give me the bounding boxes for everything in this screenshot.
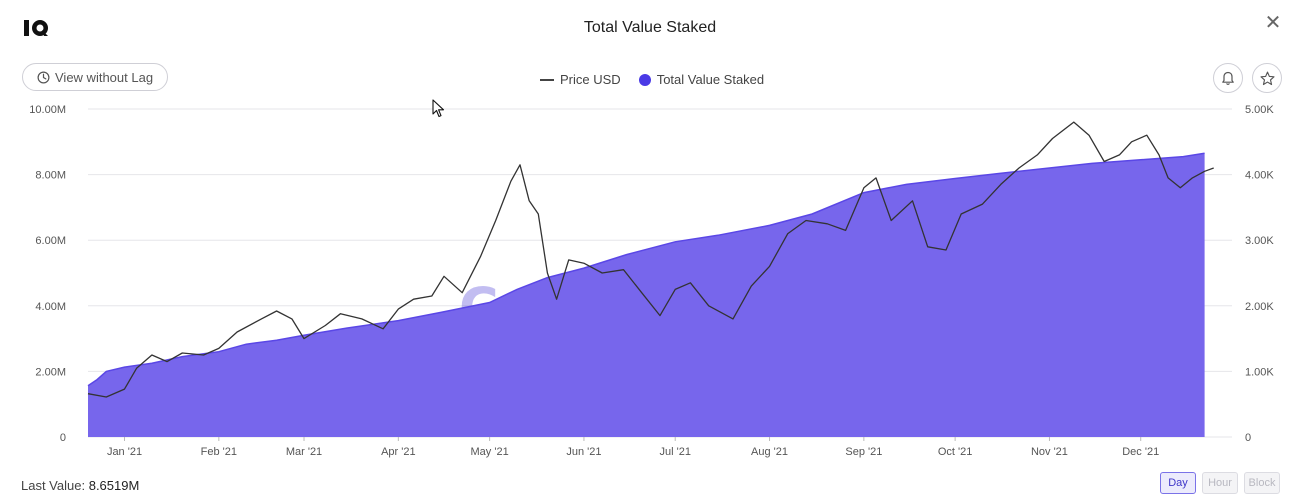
x-tick-label: Mar '21 (286, 446, 322, 458)
legend-item-price[interactable]: Price USD (540, 72, 621, 87)
x-tick-label: Oct '21 (938, 446, 973, 458)
granularity-hour-button[interactable]: Hour (1202, 472, 1238, 494)
clock-icon (37, 71, 50, 83)
right-tick-label: 2.00K (1245, 301, 1274, 313)
favorite-button[interactable] (1252, 63, 1282, 93)
right-tick-label: 5.00K (1245, 104, 1274, 116)
granularity-selector: Day Hour Block (1160, 472, 1280, 494)
left-tick-label: 2.00M (35, 366, 66, 378)
last-value: Last Value: 8.6519M (21, 478, 139, 493)
left-tick-label: 6.00M (35, 235, 66, 247)
tvs-area-series (88, 153, 1205, 438)
granularity-block-button[interactable]: Block (1244, 472, 1280, 494)
star-icon (1259, 71, 1275, 85)
x-tick-label: Jun '21 (566, 446, 601, 458)
chart-legend: Price USD Total Value Staked (540, 72, 782, 87)
right-tick-label: 4.00K (1245, 170, 1274, 182)
view-without-lag-button[interactable]: View without Lag (22, 63, 168, 91)
right-tick-label: 3.00K (1245, 235, 1274, 247)
mouse-cursor-icon (432, 99, 445, 118)
close-icon[interactable]: ✕ (1264, 12, 1282, 34)
x-tick-label: Jul '21 (659, 446, 690, 458)
x-tick-label: Jan '21 (107, 446, 142, 458)
granularity-day-button[interactable]: Day (1160, 472, 1196, 494)
page-title: Total Value Staked (583, 19, 717, 36)
x-axis-ticks: Jan '21 Feb '21 Mar '21 Apr '21 May '21 Jun '… (107, 437, 1159, 458)
legend-price-label: Price USD (560, 72, 621, 87)
legend-tvs-label: Total Value Staked (656, 72, 765, 87)
left-tick-label: 8.00M (35, 170, 66, 182)
left-tick-label: 4.00M (35, 301, 66, 313)
x-tick-label: Feb '21 (201, 446, 237, 458)
left-axis-ticks: 0 2.00M 4.00M 6.00M 8.00M 10.00M (29, 104, 66, 444)
right-axis-ticks: 0 1.00K 2.00K 3.00K 4.00K 5.00K (1245, 104, 1274, 444)
right-tick-label: 0 (1245, 432, 1251, 444)
tvs-area-edge (87, 152, 1205, 387)
x-tick-label: Nov '21 (1031, 446, 1068, 458)
x-tick-label: Dec '21 (1122, 446, 1159, 458)
price-line-series (87, 121, 1214, 398)
left-tick-label: 0 (60, 432, 66, 444)
tvs-dot-swatch (638, 73, 651, 86)
last-value-number: 8.6519M (88, 478, 140, 493)
left-tick-label: 10.00M (29, 104, 66, 116)
alert-button[interactable] (1213, 63, 1243, 93)
x-tick-label: May '21 (471, 446, 509, 458)
view-without-lag-label: View without Lag (55, 69, 154, 85)
bell-icon (1222, 71, 1234, 85)
x-tick-label: Aug '21 (751, 446, 788, 458)
x-tick-label: Sep '21 (845, 446, 882, 458)
price-line-swatch (540, 78, 554, 81)
x-tick-label: Apr '21 (381, 446, 416, 458)
cryptoquant-logo-icon (24, 20, 48, 36)
legend-item-tvs[interactable]: Total Value Staked (638, 72, 765, 87)
right-tick-label: 1.00K (1245, 366, 1274, 378)
last-value-label: Last Value: (21, 478, 86, 493)
